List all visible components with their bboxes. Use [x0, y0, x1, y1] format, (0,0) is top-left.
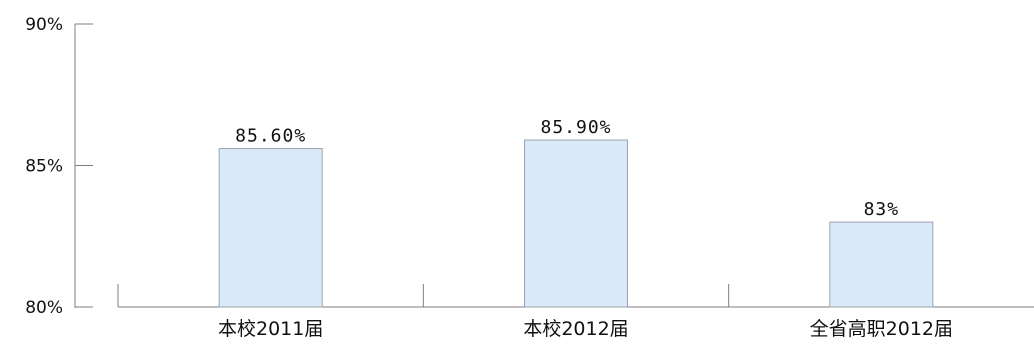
category-label-2: 本校2012届: [523, 318, 628, 340]
bar-3: [829, 221, 934, 308]
bar-1: [218, 148, 323, 308]
data-label-3: 83%: [864, 199, 900, 220]
x-separators: [117, 284, 730, 307]
y-tick-label: 80%: [25, 298, 63, 318]
y-ticks: 90% 85% 80%: [25, 15, 93, 318]
category-label-1: 本校2011届: [218, 318, 323, 340]
data-label-2: 85.90%: [540, 117, 611, 138]
y-tick-label: 85%: [25, 157, 63, 177]
bar-2: [524, 139, 628, 308]
data-label-1: 85.60%: [235, 126, 306, 147]
y-tick-label: 90%: [25, 15, 63, 35]
category-label-3: 全省高职2012届: [810, 318, 953, 340]
category-labels: 本校2011届 本校2012届 全省高职2012届: [218, 318, 953, 340]
bars: [218, 139, 934, 308]
data-labels: 85.60% 85.90% 83%: [235, 117, 900, 220]
